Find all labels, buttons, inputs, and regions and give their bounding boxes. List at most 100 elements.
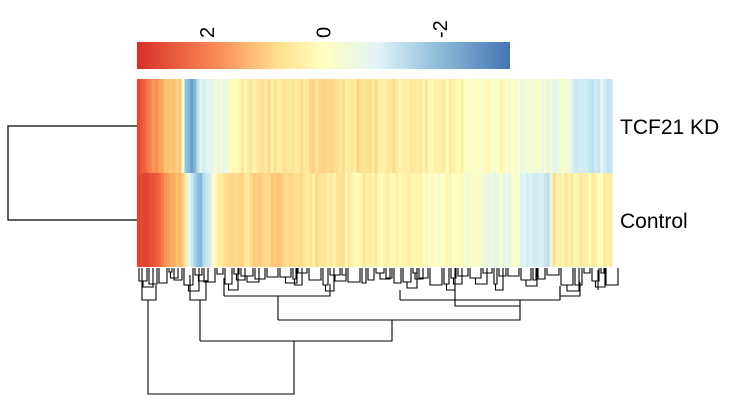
heatmap-cell [187, 173, 192, 267]
heatmap-cell [303, 79, 307, 173]
column-dendrogram-link [240, 268, 254, 277]
column-dendrogram-link [605, 268, 619, 286]
heatmap-cell [359, 173, 364, 267]
heatmap-cell [514, 173, 518, 267]
column-dendrogram-link [559, 282, 581, 297]
heatmap-cell [579, 173, 583, 267]
column-dendrogram-link [454, 290, 520, 307]
heatmap-cell [243, 79, 248, 173]
heatmap-cell [433, 173, 438, 267]
heatmap-cell [436, 173, 441, 267]
heatmap-cell [457, 173, 462, 267]
heatmap-cell [475, 79, 480, 173]
heatmap-cell [252, 79, 257, 173]
heatmap-cell [606, 173, 610, 267]
heatmap-cell [243, 173, 248, 267]
heatmap-cell [318, 79, 322, 173]
heatmap-cell [460, 79, 465, 173]
heatmap-cell [258, 173, 263, 267]
heatmap-cell [546, 173, 551, 267]
heatmap-cell [169, 173, 174, 267]
heatmap-cell [549, 173, 554, 267]
column-dendrogram-link [224, 268, 233, 285]
heatmap-cell [439, 79, 444, 173]
heatmap-cell [297, 79, 301, 173]
heatmap-cell [223, 79, 227, 173]
heatmap-cell [600, 79, 604, 173]
column-dendrogram-link [457, 268, 469, 277]
heatmap-cell [582, 79, 586, 173]
heatmap-cell [606, 79, 610, 173]
heatmap-cell [329, 173, 334, 267]
heatmap-cell [371, 173, 376, 267]
column-dendrogram-link [525, 268, 538, 287]
heatmap-cell [567, 79, 572, 173]
column-dendrogram-link [520, 268, 532, 281]
heatmap-cell [534, 79, 539, 173]
heatmap-cells [137, 79, 613, 267]
column-dendrogram-link [293, 268, 303, 286]
heatmap-cell [597, 173, 601, 267]
heatmap-cell [350, 79, 355, 173]
heatmap-cell [139, 173, 144, 267]
heatmap-cell [178, 79, 183, 173]
column-dendrogram-link [367, 268, 375, 281]
heatmap-cell [442, 173, 447, 267]
column-dendrogram-link [173, 268, 183, 281]
heatmap-cell [380, 79, 385, 173]
heatmap-cell [211, 79, 215, 173]
heatmap-cell [543, 79, 548, 173]
heatmap-cell [573, 173, 577, 267]
heatmap-cell [570, 79, 575, 173]
heatmap-cell [217, 79, 221, 173]
heatmap-cell [220, 173, 224, 267]
heatmap-cell [579, 79, 583, 173]
heatmap-cell [419, 79, 423, 173]
heatmap-cell [327, 79, 331, 173]
heatmap-cell [166, 173, 171, 267]
heatmap-cell [573, 79, 577, 173]
heatmap-cell [451, 173, 456, 267]
heatmap-cell [505, 79, 509, 173]
heatmap-cell [404, 79, 408, 173]
heatmap-cell [327, 173, 331, 267]
heatmap-cell [404, 173, 408, 267]
heatmap-cell [151, 173, 156, 267]
heatmap-cell [282, 79, 287, 173]
heatmap-cell [389, 173, 393, 267]
heatmap-cell [413, 173, 417, 267]
heatmap-cell [175, 79, 180, 173]
heatmap-cell [522, 173, 527, 267]
heatmap-cell [178, 173, 183, 267]
heatmap-cell [511, 173, 515, 267]
heatmap-cell [519, 79, 524, 173]
heatmap-cell [252, 173, 257, 267]
heatmap-cell [229, 79, 233, 173]
heatmap-cell [600, 173, 604, 267]
heatmap-cell [585, 79, 589, 173]
column-dendrogram-link [412, 268, 418, 274]
heatmap-cell [407, 79, 411, 173]
heatmap-cell [199, 173, 203, 267]
heatmap-cell [267, 79, 272, 173]
heatmap-cell [324, 173, 328, 267]
heatmap-cell [145, 173, 150, 267]
heatmap-cell [517, 173, 521, 267]
heatmap-cell [294, 173, 298, 267]
column-dendrogram-link [227, 268, 239, 291]
heatmap-cell [255, 79, 260, 173]
heatmap-cell [321, 173, 325, 267]
heatmap-cell [484, 79, 488, 173]
heatmap-cell [264, 79, 269, 173]
column-dendrogram-link [379, 268, 391, 280]
heatmap-cell [555, 173, 560, 267]
heatmap-cell [502, 173, 506, 267]
column-dendrogram-link [141, 268, 157, 301]
heatmap-cell [315, 79, 319, 173]
heatmap-cell [463, 79, 468, 173]
heatmap-cell [193, 79, 197, 173]
column-dendrogram-link [147, 318, 295, 395]
heatmap-cell [294, 79, 298, 173]
heatmap-cell [585, 173, 589, 267]
